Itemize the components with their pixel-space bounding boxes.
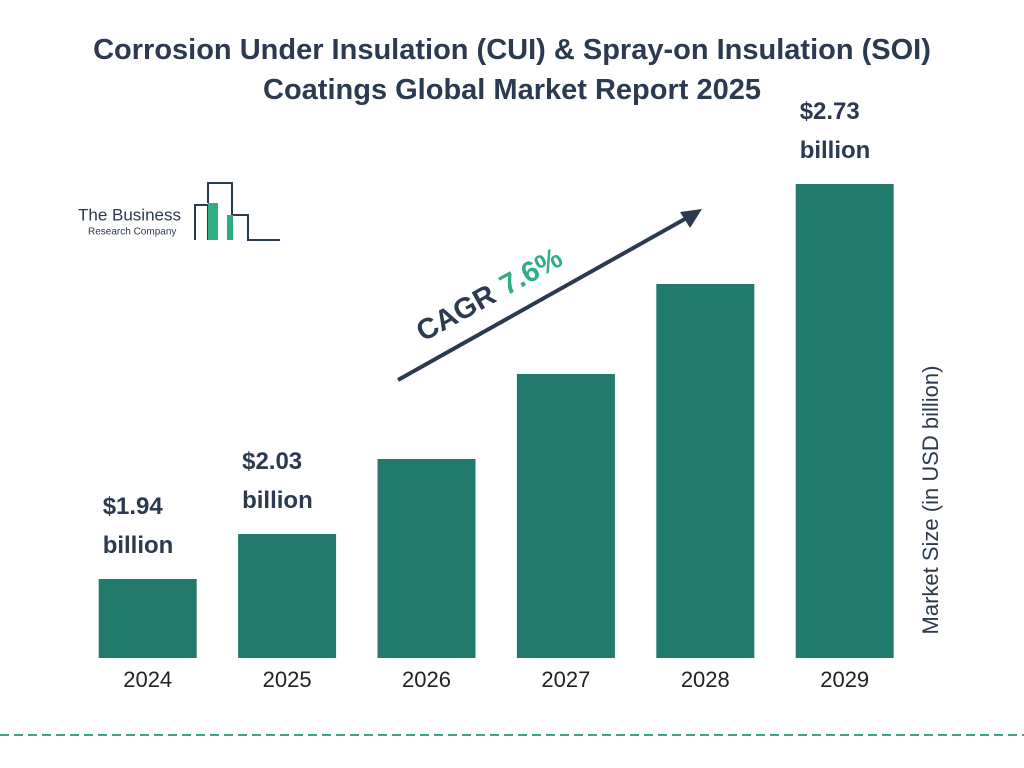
x-tick-label: 2027 [541, 667, 590, 692]
x-tick-label: 2026 [402, 667, 451, 692]
value-label: $2.03 billion [242, 448, 313, 514]
cagr-label: CAGR [411, 279, 501, 348]
bar [656, 284, 755, 658]
cagr-arrow [397, 213, 693, 382]
x-tick-label: 2025 [263, 667, 312, 692]
logo-shape [207, 182, 280, 241]
logo-shape [194, 204, 209, 240]
y-axis-label: Market Size (in USD billion) [918, 366, 943, 635]
bar [98, 579, 197, 658]
logo-shape [227, 215, 233, 240]
bar [795, 184, 894, 658]
logo-text: The Business [78, 205, 181, 224]
value-label: $1.94 billion [102, 493, 174, 559]
logo-text: Research Company [88, 227, 176, 238]
bar [238, 534, 337, 658]
cagr-arrowhead [680, 209, 702, 228]
cagr-text: CAGR7.6% [411, 242, 568, 348]
x-tick-label: 2029 [820, 667, 869, 692]
logo-shape [208, 203, 218, 240]
chart-title: Corrosion Under Insulation (CUI) & Spray… [93, 34, 931, 106]
value-label: $2.73 billion [799, 98, 871, 164]
x-tick-label: 2028 [681, 667, 730, 692]
bar [377, 459, 476, 658]
logo: The Business Research Company [78, 182, 280, 241]
bar [516, 374, 615, 658]
x-tick-label: 2024 [123, 667, 172, 692]
